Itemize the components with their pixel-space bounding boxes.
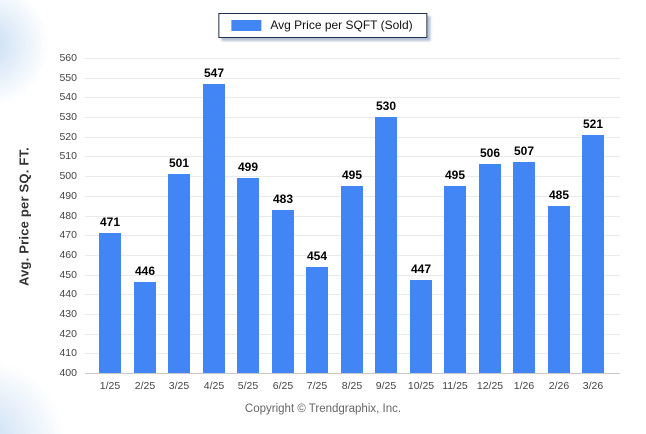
bar-value-label: 521 xyxy=(582,117,604,131)
bar-value-label: 547 xyxy=(203,66,225,80)
gridline xyxy=(85,97,620,98)
bar xyxy=(375,117,397,373)
legend: Avg Price per SQFT (Sold) xyxy=(218,13,428,38)
gridline xyxy=(85,58,620,59)
gridline xyxy=(85,373,620,374)
x-tick-label: 7/25 xyxy=(306,380,328,392)
bar xyxy=(513,162,535,373)
y-tick-label: 490 xyxy=(59,190,77,202)
y-tick-label: 500 xyxy=(59,170,77,182)
y-tick-label: 430 xyxy=(59,308,77,320)
x-tick-label: 1/25 xyxy=(99,380,121,392)
copyright-text: Copyright © Trendgraphix, Inc. xyxy=(244,403,402,415)
bar-value-label: 501 xyxy=(168,156,190,170)
gridline xyxy=(85,78,620,79)
x-tick-label: 8/25 xyxy=(341,380,363,392)
y-tick-label: 510 xyxy=(59,150,77,162)
x-tick-label: 2/25 xyxy=(134,380,156,392)
gridline xyxy=(85,137,620,138)
bar xyxy=(203,84,225,373)
y-tick-label: 480 xyxy=(59,210,77,222)
y-axis-title: Avg. Price per SQ. FT. xyxy=(16,147,32,287)
x-tick-label: 5/25 xyxy=(237,380,259,392)
bar xyxy=(237,178,259,373)
y-tick-label: 470 xyxy=(59,229,77,241)
bar xyxy=(99,233,121,373)
bar xyxy=(306,267,328,373)
y-tick-label: 550 xyxy=(59,72,77,84)
bar xyxy=(168,174,190,373)
bar-value-label: 447 xyxy=(410,262,432,276)
y-tick-label: 530 xyxy=(59,111,77,123)
bar xyxy=(134,282,156,373)
bar-value-label: 530 xyxy=(375,99,397,113)
bar xyxy=(444,186,466,373)
legend-label: Avg Price per SQFT (Sold) xyxy=(270,18,413,32)
bar xyxy=(582,135,604,373)
gridline xyxy=(85,176,620,177)
x-tick-label: 6/25 xyxy=(272,380,294,392)
bar xyxy=(272,210,294,373)
bar-value-label: 506 xyxy=(479,146,501,160)
y-tick-label: 440 xyxy=(59,288,77,300)
x-tick-label: 3/25 xyxy=(168,380,190,392)
bar-value-label: 471 xyxy=(99,215,121,229)
y-tick-label: 410 xyxy=(59,347,77,359)
gridline xyxy=(85,117,620,118)
y-tick-label: 560 xyxy=(59,52,77,64)
gridline xyxy=(85,156,620,157)
y-tick-label: 400 xyxy=(59,367,77,379)
bar-value-label: 495 xyxy=(341,168,363,182)
bar xyxy=(410,280,432,373)
x-tick-label: 9/25 xyxy=(375,380,397,392)
bar-value-label: 485 xyxy=(548,188,570,202)
x-tick-label: 1/26 xyxy=(513,380,535,392)
plot-area: 471 1/25 446 2/25 501 3/25 547 4/25 499 5/25 483 6/… xyxy=(85,58,620,392)
x-tick-label: 10/25 xyxy=(407,380,435,392)
bar-value-label: 454 xyxy=(306,249,328,263)
bar-value-label: 507 xyxy=(513,144,535,158)
x-tick-label: 3/26 xyxy=(582,380,604,392)
x-tick-label: 11/25 xyxy=(442,380,468,392)
y-tick-label: 420 xyxy=(59,328,77,340)
x-tick-label: 2/26 xyxy=(548,380,570,392)
x-tick-label: 12/25 xyxy=(476,380,504,392)
y-tick-label: 460 xyxy=(59,249,77,261)
bar-value-label: 446 xyxy=(134,264,156,278)
legend-swatch xyxy=(231,19,262,31)
y-tick-label: 450 xyxy=(59,269,77,281)
bar-value-label: 499 xyxy=(237,160,259,174)
bar xyxy=(479,164,501,373)
bar-value-label: 495 xyxy=(444,168,466,182)
y-tick-label: 540 xyxy=(59,91,77,103)
bar xyxy=(341,186,363,373)
y-tick-label: 520 xyxy=(59,131,77,143)
bar xyxy=(548,206,570,373)
x-tick-label: 4/25 xyxy=(203,380,225,392)
bar-value-label: 483 xyxy=(272,192,294,206)
